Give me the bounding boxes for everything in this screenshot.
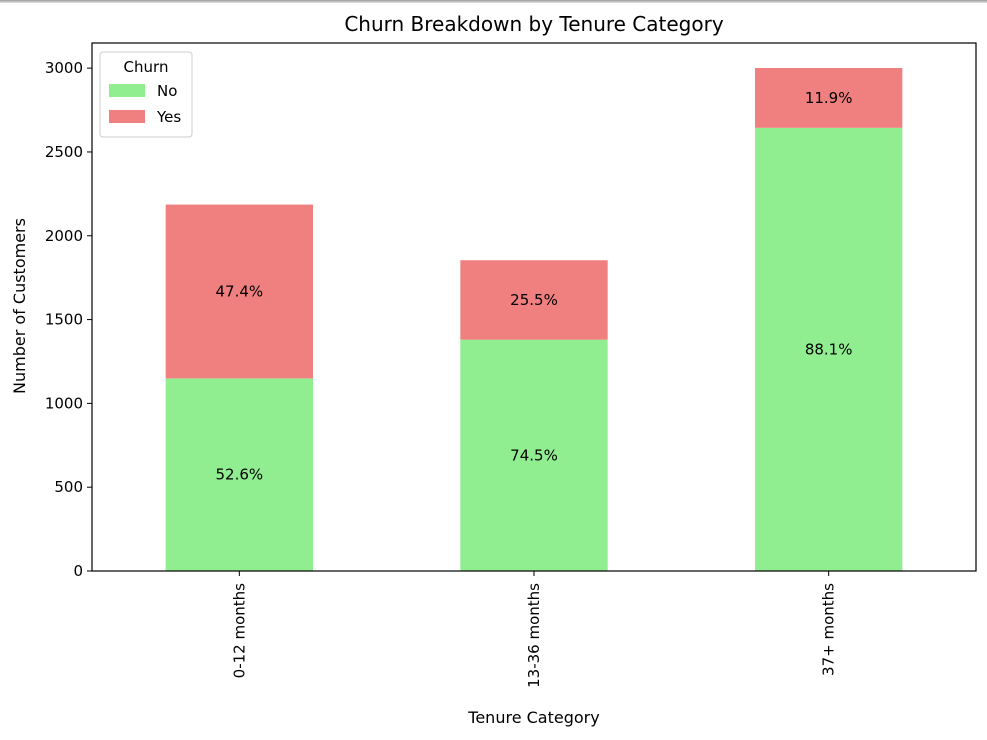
legend-label-no: No bbox=[157, 82, 177, 100]
data-label-no-1: 74.5% bbox=[510, 446, 558, 464]
data-label-yes-1: 25.5% bbox=[510, 291, 558, 309]
bar-group: 52.6% 47.4% 74.5% 25.5% 88.1% 11.9% bbox=[165, 67, 903, 571]
y-tick-label: 1500 bbox=[45, 311, 83, 329]
bar-yes-1 bbox=[460, 260, 608, 340]
y-tick-label: 3000 bbox=[45, 59, 83, 77]
y-axis-label: Number of Customers bbox=[10, 218, 29, 394]
y-tick-label: 2000 bbox=[45, 227, 83, 245]
x-tick-label: 13-36 months bbox=[525, 583, 543, 688]
data-label-yes-0: 47.4% bbox=[216, 282, 264, 300]
data-label-yes-2: 11.9% bbox=[805, 89, 853, 107]
data-label-no-0: 52.6% bbox=[216, 466, 264, 484]
y-tick-label: 1000 bbox=[45, 394, 83, 412]
y-tick-label: 500 bbox=[54, 478, 83, 496]
legend-label-yes: Yes bbox=[156, 108, 181, 126]
chart-title: Churn Breakdown by Tenure Category bbox=[344, 12, 724, 36]
data-label-no-2: 88.1% bbox=[805, 340, 853, 358]
bar-yes-2 bbox=[755, 67, 903, 128]
y-axis: 0 500 1000 1500 2000 2500 3000 bbox=[45, 59, 92, 580]
x-tick-label: 37+ months bbox=[820, 583, 838, 676]
bar-yes-0 bbox=[165, 204, 313, 379]
legend-swatch-yes bbox=[109, 110, 145, 123]
bar-no-1 bbox=[460, 339, 608, 571]
x-axis-label: Tenure Category bbox=[467, 708, 599, 727]
plot-frame bbox=[91, 42, 977, 572]
window-top-edge bbox=[0, 0, 987, 3]
y-tick-label: 0 bbox=[73, 562, 83, 580]
x-tick-label: 0-12 months bbox=[230, 583, 248, 678]
legend: Churn No Yes bbox=[99, 51, 193, 138]
legend-swatch-no bbox=[109, 84, 145, 97]
bar-no-2 bbox=[755, 127, 903, 571]
x-axis: 0-12 months 13-36 months 37+ months bbox=[230, 571, 838, 688]
bar-no-0 bbox=[165, 378, 313, 571]
legend-items: No Yes bbox=[109, 82, 181, 126]
legend-title: Churn bbox=[124, 58, 169, 76]
y-tick-label: 2500 bbox=[45, 143, 83, 161]
